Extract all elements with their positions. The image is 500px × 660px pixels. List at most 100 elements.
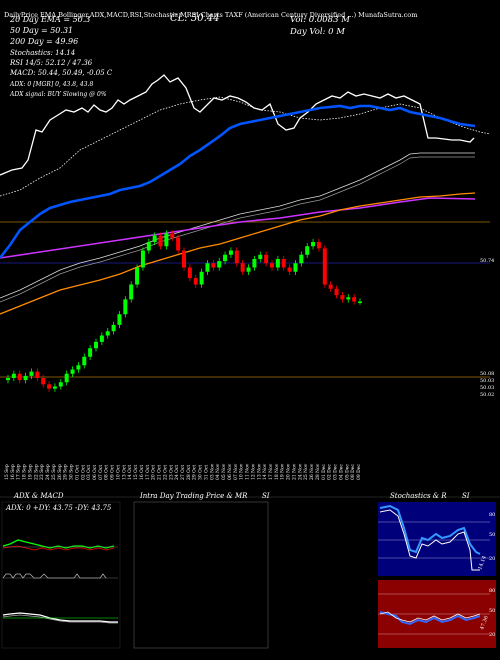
candles-group xyxy=(6,230,362,392)
x-date-label: 10 Nov xyxy=(239,463,245,480)
x-date-label: 04 Dec xyxy=(338,464,344,480)
candle-body xyxy=(275,259,280,268)
x-date-label: 20 Oct xyxy=(151,465,157,480)
macd-signal-line xyxy=(2,614,118,624)
rsi-value: 47.36 xyxy=(479,615,490,631)
x-date-label: 03 Nov xyxy=(209,463,215,480)
x-date-label: 17 Nov xyxy=(268,463,274,480)
close-label: CL: 50.44 xyxy=(170,13,219,24)
candle-body xyxy=(352,297,357,302)
candle-body xyxy=(23,375,28,381)
x-date-label: 05 Nov xyxy=(221,463,227,480)
x-date-label: 11 Nov xyxy=(245,463,251,480)
x-date-label: 29 Oct xyxy=(192,465,198,480)
candle-body xyxy=(187,267,192,279)
vol-label: Vol: 0.0083 M xyxy=(290,15,350,25)
candle-body xyxy=(199,271,204,285)
candle-body xyxy=(234,250,239,264)
candle-body xyxy=(182,250,186,268)
x-date-label: 25 Sep xyxy=(51,464,57,480)
adx-signal: ADX signal: BUY Slowing @ 0% xyxy=(9,91,107,98)
x-date-label: 17 Sep xyxy=(16,464,22,480)
x-date-label: 08 Oct xyxy=(104,465,110,480)
rsi-tick-20: 20 xyxy=(489,632,495,638)
candle-body xyxy=(217,261,222,268)
candle-body xyxy=(287,267,292,272)
candle-body xyxy=(334,288,339,296)
x-date-label: 19 Nov xyxy=(280,463,286,480)
x-date-label: 01 Dec xyxy=(321,464,327,480)
candle-body xyxy=(211,263,216,268)
white-price-line xyxy=(0,74,475,176)
x-date-label: 28 Nov xyxy=(315,463,321,480)
candle-body xyxy=(47,384,52,389)
x-date-label: 26 Sep xyxy=(57,464,63,480)
adx-green-line xyxy=(2,539,115,549)
x-date-label: 12 Nov xyxy=(250,463,256,480)
candle-body xyxy=(70,369,75,374)
candle-body xyxy=(140,250,145,268)
ema200-label: 200 Day = 49.96 xyxy=(9,37,78,46)
x-date-label: 18 Nov xyxy=(274,463,280,480)
candle-body xyxy=(41,378,46,385)
candle-body xyxy=(117,314,122,325)
candle-body xyxy=(305,246,310,255)
candle-body xyxy=(316,242,321,249)
candle-body xyxy=(252,259,257,268)
price-label-1: 50.74 xyxy=(480,258,494,264)
x-date-label: 10 Oct xyxy=(115,465,121,480)
stoch-tick-50: 50 xyxy=(489,532,495,538)
candle-body xyxy=(358,301,362,303)
candle-body xyxy=(193,278,198,285)
x-date-label: 22 Oct xyxy=(162,465,168,480)
candle-body xyxy=(64,373,69,383)
x-date-label: 27 Oct xyxy=(180,465,186,480)
price-label-2: 50.08 xyxy=(480,371,494,377)
x-date-label: 28 Oct xyxy=(186,465,192,480)
rsi-tick-80: 80 xyxy=(489,588,495,594)
candle-body xyxy=(58,382,63,387)
x-date-label: 21 Nov xyxy=(291,463,297,480)
candle-body xyxy=(240,263,245,272)
x-date-label: 07 Oct xyxy=(98,465,104,480)
x-date-label: 02 Dec xyxy=(327,464,333,480)
intra-title: Intra Day Trading Price & MR xyxy=(139,492,248,500)
stoch-panel xyxy=(378,502,496,576)
price-label-5: 50.02 xyxy=(480,392,494,398)
x-date-label: 22 Sep xyxy=(33,464,39,480)
candle-body xyxy=(258,254,263,259)
x-date-label: 18 Sep xyxy=(22,464,28,480)
candle-body xyxy=(205,263,210,272)
x-date-label: 24 Nov xyxy=(297,463,303,480)
price-label-3: 50.03 xyxy=(480,378,494,384)
rsi-blue-line xyxy=(379,611,481,626)
candle-body xyxy=(35,371,40,378)
x-date-label: 16 Oct xyxy=(139,465,145,480)
x-date-label: 06 Nov xyxy=(227,463,233,480)
candle-body xyxy=(99,335,104,342)
x-date-label: 03 Oct xyxy=(86,465,92,480)
candle-body xyxy=(105,331,110,336)
x-date-label: 02 Oct xyxy=(80,465,86,480)
candle-body xyxy=(82,356,87,366)
stoch-title: Stochastics & R xyxy=(390,492,447,500)
x-date-label: 15 Sep xyxy=(4,464,10,480)
candle-body xyxy=(111,324,116,332)
x-date-label: 23 Sep xyxy=(39,464,45,480)
x-date-label: 31 Oct xyxy=(203,465,209,480)
stoch-tick-20: 20 xyxy=(489,556,495,562)
dotted-ema-line xyxy=(0,96,491,197)
x-date-label: 04 Nov xyxy=(215,463,221,480)
candle-body xyxy=(346,297,351,300)
x-date-label: 16 Sep xyxy=(10,464,16,480)
candle-body xyxy=(264,254,269,264)
adx-line: ADX: 0 [MGR] 0, 43.8, 43.8 xyxy=(9,81,93,88)
candle-body xyxy=(6,378,10,381)
intra-day-panel xyxy=(133,501,269,649)
x-date-label: 30 Oct xyxy=(198,465,204,480)
candle-body xyxy=(129,284,134,300)
x-date-label: 21 Oct xyxy=(157,465,163,480)
x-date-label: 15 Oct xyxy=(133,465,139,480)
candle-body xyxy=(146,242,151,251)
